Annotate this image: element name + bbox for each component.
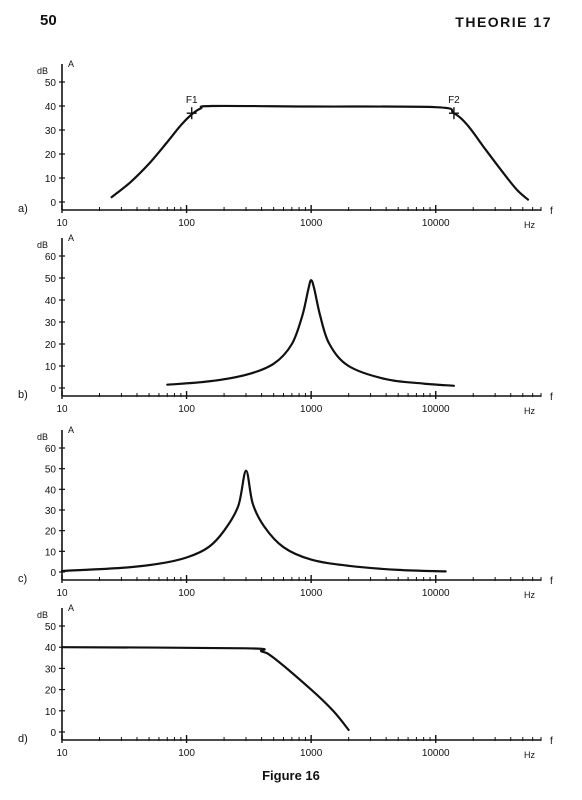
chart-d-panel-label: d) [18,733,28,745]
chart-d-x-tick-label: 100 [178,748,195,759]
chart-a-x-tick-label: 10 [56,218,68,229]
chart-d-y-tick-label: 20 [45,686,57,697]
chart-a-x-unit: Hz [524,220,535,230]
chart-c-x-tick-label: 100 [178,588,195,599]
chart-a-response-curve [110,104,530,201]
chart-c-panel-label: c) [18,573,27,585]
chart-a-x-tick-label: 100 [178,218,195,229]
chart-d-y-tick-label: 40 [45,643,57,654]
chart-b-y-tick-label: 20 [45,340,57,351]
chart-b-y-tick-label: 10 [45,362,57,373]
chart-a-y-label: A [68,59,74,69]
page-header: THEORIE 17 [455,14,552,30]
chart-c-y-tick-label: 40 [45,485,57,496]
chart-d-x-label: f [550,736,553,747]
chart-b-response-curve [166,279,455,387]
chart-b-y-tick-label: 0 [50,384,56,395]
chart-d-x-tick-label: 1000 [300,748,323,759]
chart-b-y-tick-label: 60 [45,252,57,263]
chart-c-x-tick-label: 10 [56,588,68,599]
chart-c-x-label: f [550,576,553,587]
chart-b-x-unit: Hz [524,406,535,416]
chart-b-y-tick-label: 50 [45,274,57,285]
chart-d-y-tick-label: 50 [45,622,57,633]
chart-c-x-tick-label: 10000 [422,588,450,599]
chart-d-y-label: A [68,603,74,613]
chart-a-y-tick-label: 30 [45,126,57,137]
chart-a-x-label: f [550,206,553,217]
chart-a-x-tick-label: 1000 [300,218,323,229]
chart-b-x-tick-label: 10 [56,404,68,415]
chart-b-panel-label: b) [18,389,28,401]
chart-b-y-tick-label: 30 [45,318,57,329]
chart-d-y-tick-label: 0 [50,728,56,739]
chart-a-marker-label: F2 [448,95,460,106]
chart-a-y-tick-label: 40 [45,102,57,113]
page-number: 50 [40,12,57,29]
chart-c-y-tick-label: 60 [45,444,57,455]
chart-a-y-tick-label: 0 [50,198,56,209]
chart-c-y-tick-label: 10 [45,547,57,558]
figure-caption: Figure 16 [262,768,320,783]
chart-a-marker-label: F1 [186,95,198,106]
chart-d-response-curve [60,646,350,731]
chart-c-response-curve [60,469,447,573]
chart-a-y-unit: dB [37,66,48,76]
chart-d-x-tick-label: 10 [56,748,68,759]
chart-b-x-tick-label: 100 [178,404,195,415]
chart-a-y-tick-label: 50 [45,78,57,89]
chart-c-x-unit: Hz [524,590,535,600]
chart-c-y-tick-label: 50 [45,465,57,476]
chart-a-panel-label: a) [18,203,28,215]
chart-b-x-tick-label: 1000 [300,404,323,415]
chart-c-y-tick-label: 30 [45,506,57,517]
chart-d-y-unit: dB [37,610,48,620]
chart-b-y-unit: dB [37,240,48,250]
chart-c-y-label: A [68,425,74,435]
chart-b-x-tick-label: 10000 [422,404,450,415]
chart-d-y-tick-label: 30 [45,664,57,675]
chart-d-x-unit: Hz [524,750,535,760]
chart-c-y-tick-label: 20 [45,527,57,538]
chart-a-y-tick-label: 20 [45,150,57,161]
chart-d-x-tick-label: 10000 [422,748,450,759]
chart-c-y-unit: dB [37,432,48,442]
chart-b-x-label: f [550,392,553,403]
chart-c-y-tick-label: 0 [50,568,56,579]
chart-a-y-tick-label: 10 [45,174,57,185]
chart-d-y-tick-label: 10 [45,707,57,718]
chart-a-x-tick-label: 10000 [422,218,450,229]
chart-c-x-tick-label: 1000 [300,588,323,599]
chart-b-y-tick-label: 40 [45,296,57,307]
chart-b-y-label: A [68,233,74,243]
